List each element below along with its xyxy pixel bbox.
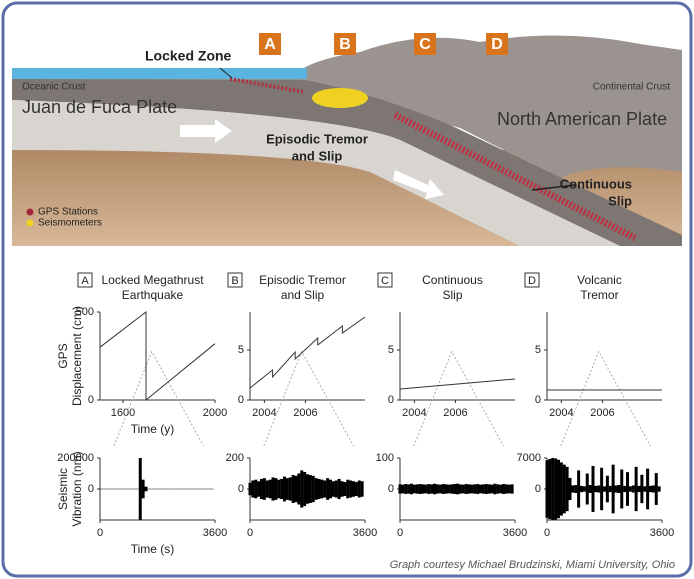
label: Slip xyxy=(608,193,632,208)
label: and Slip xyxy=(292,148,343,163)
label: Continental Crust xyxy=(593,82,670,93)
panel-title: Locked Megathrust xyxy=(101,273,204,287)
panel-title: Slip xyxy=(442,288,462,302)
y-tick-label: 5 xyxy=(388,344,394,356)
letter: D xyxy=(491,36,503,53)
y-axis-label: GPS xyxy=(56,343,70,368)
label: Episodic Tremor xyxy=(266,131,368,146)
label: Continuous xyxy=(560,176,632,191)
y-tick-label: 100 xyxy=(376,452,394,464)
label: Locked Zone xyxy=(145,48,232,64)
panel-title: Tremor xyxy=(580,288,618,302)
x-tick-label: 3600 xyxy=(650,527,674,539)
y-tick-label: 0 xyxy=(388,483,394,495)
x-tick-label: 2000 xyxy=(203,407,227,419)
letter: A xyxy=(264,36,276,53)
panel-letter: A xyxy=(81,275,89,287)
y-axis-label: Seismic xyxy=(56,468,70,510)
x-tick-label: 2004 xyxy=(402,407,426,419)
y-tick-label: 0 xyxy=(535,483,541,495)
tremor-zone xyxy=(312,88,368,108)
y-tick-label: 0 xyxy=(535,394,541,406)
x-tick-label: 0 xyxy=(544,527,550,539)
x-tick-label: 0 xyxy=(247,527,253,539)
y-tick-label: 7000 xyxy=(517,452,541,464)
x-tick-label: 3600 xyxy=(503,527,527,539)
panel-title: Volcanic xyxy=(577,273,622,287)
letter: C xyxy=(419,36,431,53)
y-tick-label: 5 xyxy=(535,344,541,356)
label: Juan de Fuca Plate xyxy=(22,97,177,117)
panel-title: Earthquake xyxy=(122,288,184,302)
panel-letter: C xyxy=(381,275,389,287)
legend-label: Seismometers xyxy=(38,218,102,229)
x-tick-label: 3600 xyxy=(203,527,227,539)
y-tick-label: 0 xyxy=(238,483,244,495)
x-tick-label: 3600 xyxy=(353,527,377,539)
y-axis-label: Displacement (cm) xyxy=(70,306,84,406)
figure: Locked Zone Oceanic Crust Continental Cr… xyxy=(0,0,694,579)
label: Oceanic Crust xyxy=(22,82,86,93)
panel-title: and Slip xyxy=(281,288,325,302)
legend-label: GPS Stations xyxy=(38,207,98,218)
x-tick-label: 1600 xyxy=(111,407,135,419)
x-tick-label: 2004 xyxy=(252,407,276,419)
x-tick-label: 2006 xyxy=(293,407,317,419)
y-tick-label: 0 xyxy=(88,394,94,406)
panel-letter: D xyxy=(528,275,536,287)
y-tick-label: 0 xyxy=(388,394,394,406)
legend-dot xyxy=(27,209,34,216)
y-tick-label: 200 xyxy=(226,452,244,464)
ocean xyxy=(12,68,307,79)
x-axis-label: Time (y) xyxy=(131,422,175,436)
x-tick-label: 0 xyxy=(397,527,403,539)
panel-title: Continuous xyxy=(422,273,483,287)
x-axis-label: Time (s) xyxy=(131,542,175,556)
x-tick-label: 2006 xyxy=(443,407,467,419)
y-tick-label: 5 xyxy=(238,344,244,356)
label: North American Plate xyxy=(497,109,667,129)
y-axis-label: Vibration (nm) xyxy=(70,451,84,526)
x-tick-label: 2006 xyxy=(590,407,614,419)
y-tick-label: 0 xyxy=(238,394,244,406)
letter: B xyxy=(339,36,351,53)
panel-letter: B xyxy=(231,275,238,287)
legend-dot xyxy=(27,220,34,227)
y-tick-label: 0 xyxy=(88,483,94,495)
credit: Graph courtesy Michael Brudzinski, Miami… xyxy=(390,559,675,571)
panel-title: Episodic Tremor xyxy=(259,273,346,287)
x-tick-label: 2004 xyxy=(549,407,573,419)
x-tick-label: 0 xyxy=(97,527,103,539)
